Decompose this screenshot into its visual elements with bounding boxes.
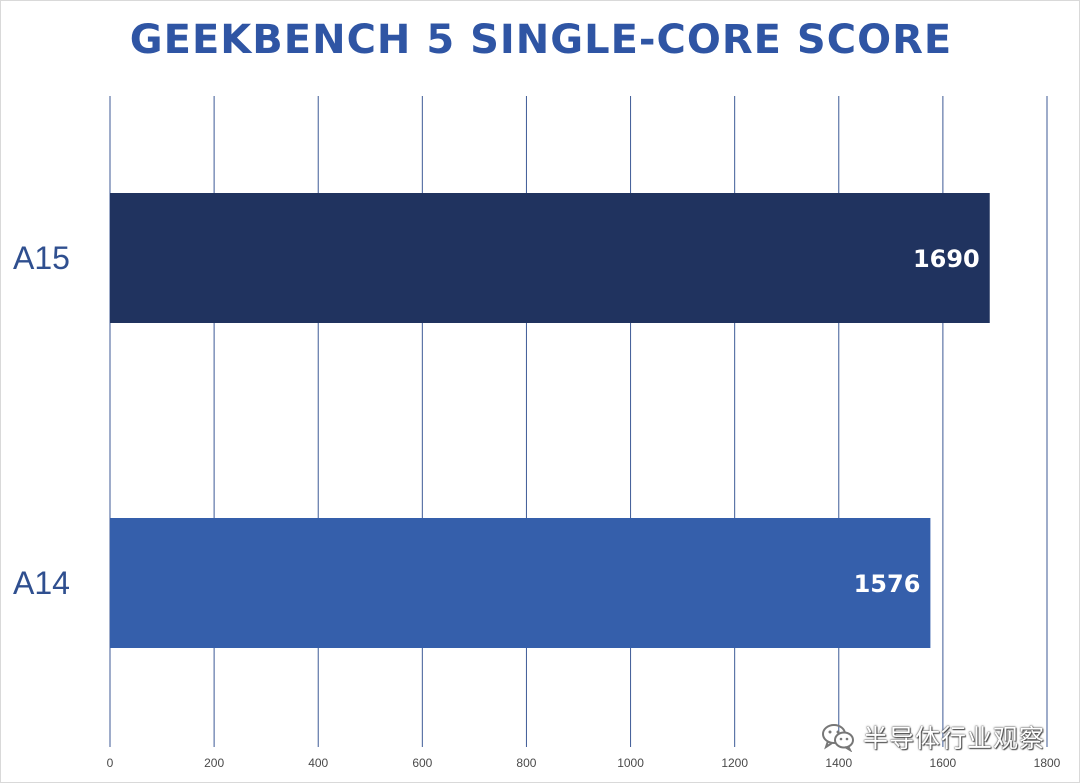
watermark: 半导体行业观察: [821, 719, 1045, 755]
x-tick-label-0: 0: [107, 756, 114, 770]
x-tick-label-1000: 1000: [617, 756, 644, 770]
wechat-icon: [821, 724, 854, 752]
chart-title: GEEKBENCH 5 SINGLE-CORE SCORE: [129, 17, 953, 63]
category-label-a15: A15: [13, 240, 70, 276]
bars: [110, 193, 990, 648]
bar-a14: [110, 518, 931, 648]
watermark-text: 半导体行业观察: [862, 724, 1045, 753]
x-tick-label-1800: 1800: [1034, 756, 1061, 770]
x-tick-label-600: 600: [412, 756, 432, 770]
data-label-a15: 1690: [913, 245, 980, 273]
x-tick-label-400: 400: [308, 756, 328, 770]
x-tick-label-200: 200: [204, 756, 224, 770]
x-tick-label-1200: 1200: [721, 756, 748, 770]
data-label-a14: 1576: [854, 570, 921, 598]
labels: 0 200 400 600 800 1000 1200 1400 1600 1800 A15 1690…: [13, 240, 1061, 770]
bar-a15: [110, 193, 990, 323]
category-label-a14: A14: [13, 565, 70, 601]
x-tick-label-1400: 1400: [825, 756, 852, 770]
x-tick-label-800: 800: [516, 756, 536, 770]
x-tick-label-1600: 1600: [930, 756, 957, 770]
